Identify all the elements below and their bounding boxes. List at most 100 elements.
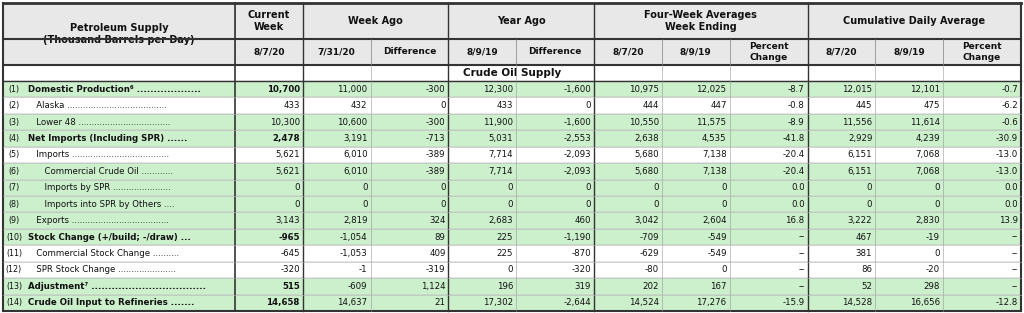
- Text: Domestic Production⁶ ...................: Domestic Production⁶ ...................: [28, 85, 201, 94]
- Text: --: --: [1012, 265, 1018, 275]
- Text: 5,621: 5,621: [275, 167, 300, 176]
- Text: 11,000: 11,000: [337, 85, 368, 94]
- Text: 7,714: 7,714: [488, 167, 513, 176]
- Text: -549: -549: [708, 233, 727, 242]
- Text: -300: -300: [426, 118, 445, 126]
- Bar: [3, 262, 1021, 278]
- Text: Exports .....................................: Exports ................................…: [28, 216, 169, 225]
- Text: -709: -709: [639, 233, 658, 242]
- Text: 2,638: 2,638: [634, 134, 658, 143]
- Text: 432: 432: [351, 101, 368, 110]
- Bar: [3, 97, 1021, 114]
- Text: --: --: [1012, 233, 1018, 242]
- Bar: [303, 39, 371, 65]
- Text: 52: 52: [861, 282, 872, 291]
- Text: -713: -713: [426, 134, 445, 143]
- Text: -389: -389: [426, 151, 445, 159]
- Text: 324: 324: [429, 216, 445, 225]
- Text: 0: 0: [440, 200, 445, 209]
- Text: 8/7/20: 8/7/20: [825, 48, 857, 57]
- Text: 2,683: 2,683: [488, 216, 513, 225]
- Text: 0: 0: [721, 200, 727, 209]
- Text: Difference: Difference: [528, 48, 582, 57]
- Text: -2,093: -2,093: [563, 167, 591, 176]
- Bar: [3, 278, 1021, 295]
- Text: -0.6: -0.6: [1001, 118, 1018, 126]
- Bar: [516, 39, 594, 65]
- Text: 4,535: 4,535: [702, 134, 727, 143]
- Text: 7,068: 7,068: [915, 151, 940, 159]
- Text: 409: 409: [429, 249, 445, 258]
- Text: 0.0: 0.0: [1005, 183, 1018, 192]
- Bar: [876, 39, 943, 65]
- Bar: [3, 180, 1021, 196]
- Bar: [730, 39, 808, 65]
- Text: 14,524: 14,524: [629, 298, 658, 307]
- Text: 0: 0: [508, 183, 513, 192]
- Text: 10,700: 10,700: [266, 85, 300, 94]
- Bar: [303, 3, 449, 39]
- Text: 21: 21: [434, 298, 445, 307]
- Text: (13): (13): [6, 282, 23, 291]
- Text: 0: 0: [294, 200, 300, 209]
- Text: 8/9/19: 8/9/19: [893, 48, 925, 57]
- Text: 0: 0: [508, 265, 513, 275]
- Text: -320: -320: [281, 265, 300, 275]
- Text: -2,644: -2,644: [563, 298, 591, 307]
- Text: -389: -389: [426, 167, 445, 176]
- Text: (1): (1): [8, 85, 19, 94]
- Text: (9): (9): [8, 216, 19, 225]
- Text: Percent
Change: Percent Change: [963, 42, 1001, 62]
- Text: -19: -19: [926, 233, 940, 242]
- Text: 167: 167: [710, 282, 727, 291]
- Text: Four-Week Averages
Week Ending: Four-Week Averages Week Ending: [644, 10, 758, 32]
- Text: 16,656: 16,656: [910, 298, 940, 307]
- Text: -8.7: -8.7: [787, 85, 805, 94]
- Text: 10,975: 10,975: [629, 85, 658, 94]
- Text: Current
Week: Current Week: [248, 10, 290, 32]
- Text: -1,053: -1,053: [340, 249, 368, 258]
- Text: 14,658: 14,658: [266, 298, 300, 307]
- Text: -320: -320: [571, 265, 591, 275]
- Text: 8/7/20: 8/7/20: [612, 48, 644, 57]
- Text: 0: 0: [440, 183, 445, 192]
- Bar: [3, 196, 1021, 213]
- Text: (11): (11): [6, 249, 23, 258]
- Text: 3,143: 3,143: [275, 216, 300, 225]
- Text: 0.0: 0.0: [1005, 200, 1018, 209]
- Text: Commercial Stock Change ..........: Commercial Stock Change ..........: [28, 249, 179, 258]
- Text: 444: 444: [642, 101, 658, 110]
- Text: 7/31/20: 7/31/20: [317, 48, 355, 57]
- Text: -1: -1: [358, 265, 368, 275]
- Text: 11,575: 11,575: [696, 118, 727, 126]
- Text: -2,093: -2,093: [563, 151, 591, 159]
- Text: 0: 0: [935, 249, 940, 258]
- Text: (5): (5): [8, 151, 19, 159]
- Text: 10,600: 10,600: [337, 118, 368, 126]
- Bar: [662, 39, 730, 65]
- Text: 16.8: 16.8: [785, 216, 805, 225]
- Text: --: --: [799, 249, 805, 258]
- Bar: [594, 3, 808, 39]
- Text: 202: 202: [642, 282, 658, 291]
- Text: 3,191: 3,191: [343, 134, 368, 143]
- Bar: [943, 39, 1021, 65]
- Text: 433: 433: [497, 101, 513, 110]
- Text: --: --: [1012, 282, 1018, 291]
- Text: -319: -319: [426, 265, 445, 275]
- Text: -6.2: -6.2: [1001, 101, 1018, 110]
- Text: 2,929: 2,929: [848, 134, 872, 143]
- Bar: [3, 147, 1021, 163]
- Bar: [3, 130, 1021, 147]
- Text: -549: -549: [708, 249, 727, 258]
- Text: 515: 515: [282, 282, 300, 291]
- Text: --: --: [799, 233, 805, 242]
- Text: 5,031: 5,031: [488, 134, 513, 143]
- Text: -80: -80: [645, 265, 658, 275]
- Bar: [3, 3, 234, 65]
- Text: -20: -20: [926, 265, 940, 275]
- Text: Percent
Change: Percent Change: [749, 42, 788, 62]
- Text: -1,600: -1,600: [563, 118, 591, 126]
- Text: 10,550: 10,550: [629, 118, 658, 126]
- Text: 196: 196: [497, 282, 513, 291]
